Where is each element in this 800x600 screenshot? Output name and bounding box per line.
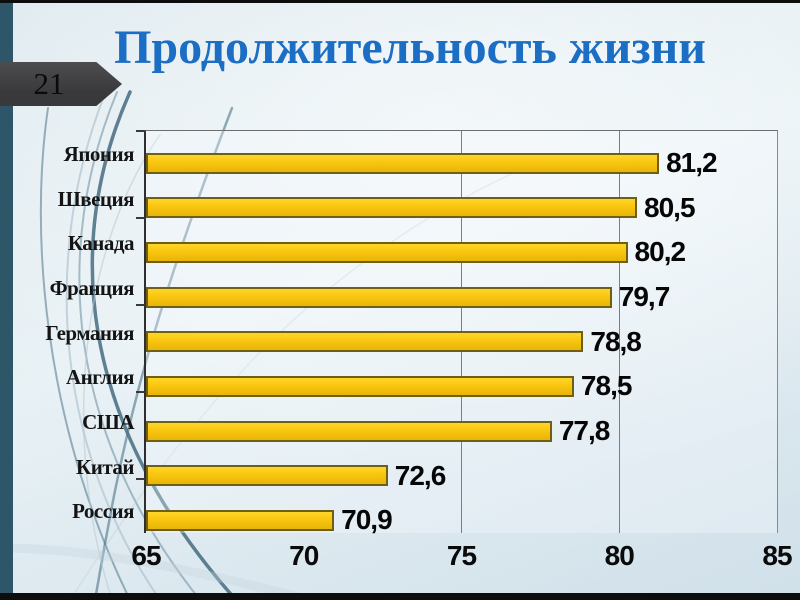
bar — [146, 465, 388, 487]
bar-value-label: 72,6 — [394, 459, 446, 491]
bar-value-label: 81,2 — [666, 147, 717, 178]
category-label: США — [82, 410, 134, 434]
bottom-border-strip — [0, 593, 800, 600]
category-label: Франция — [49, 276, 135, 300]
slide-number: 21 — [33, 66, 65, 101]
x-axis-tick-label: 70 — [289, 540, 319, 571]
left-accent-bar — [0, 3, 13, 593]
category-label: Германия — [45, 320, 134, 345]
x-axis-tick-label: 75 — [446, 540, 477, 571]
y-axis-tick — [136, 478, 145, 480]
bar-value-label: 77,8 — [558, 415, 610, 446]
bar — [146, 375, 574, 397]
category-label: Канада — [67, 231, 135, 256]
bar-value-label: 70,9 — [341, 504, 392, 536]
bar — [146, 509, 335, 531]
category-label: Китай — [76, 454, 135, 479]
bar — [146, 331, 584, 353]
category-label: Россия — [72, 499, 134, 524]
category-label: Англия — [66, 365, 134, 390]
x-axis-tick-label: 80 — [604, 540, 635, 571]
y-axis-tick — [136, 130, 145, 132]
x-axis-tick-label: 85 — [762, 540, 792, 571]
bar-value-label: 79,7 — [618, 281, 670, 312]
bar-value-label: 80,5 — [644, 191, 695, 223]
bar — [146, 152, 660, 174]
bar — [146, 241, 628, 263]
vertical-gridline — [618, 131, 620, 533]
category-label: Япония — [63, 142, 135, 166]
bar-value-label: 78,5 — [580, 370, 632, 402]
y-axis-tick — [136, 391, 145, 393]
page-title: Продолжительность жизни — [114, 21, 706, 74]
y-axis-tick — [136, 217, 145, 219]
bar — [146, 197, 638, 219]
slide-number-badge: 21 — [0, 62, 122, 106]
bar — [146, 420, 552, 442]
x-axis-tick-label: 65 — [131, 540, 161, 571]
bar-value-label: 78,8 — [590, 325, 641, 357]
category-label: Швеция — [57, 186, 135, 211]
y-axis-tick — [136, 304, 145, 306]
bar-value-label: 80,2 — [634, 236, 686, 268]
plot-area: 81,2 80,5 80,2 79,7 78,8 78,5 77,8 72,6 70,9 — [144, 130, 778, 536]
bar — [146, 286, 612, 308]
top-border-strip — [0, 0, 800, 3]
